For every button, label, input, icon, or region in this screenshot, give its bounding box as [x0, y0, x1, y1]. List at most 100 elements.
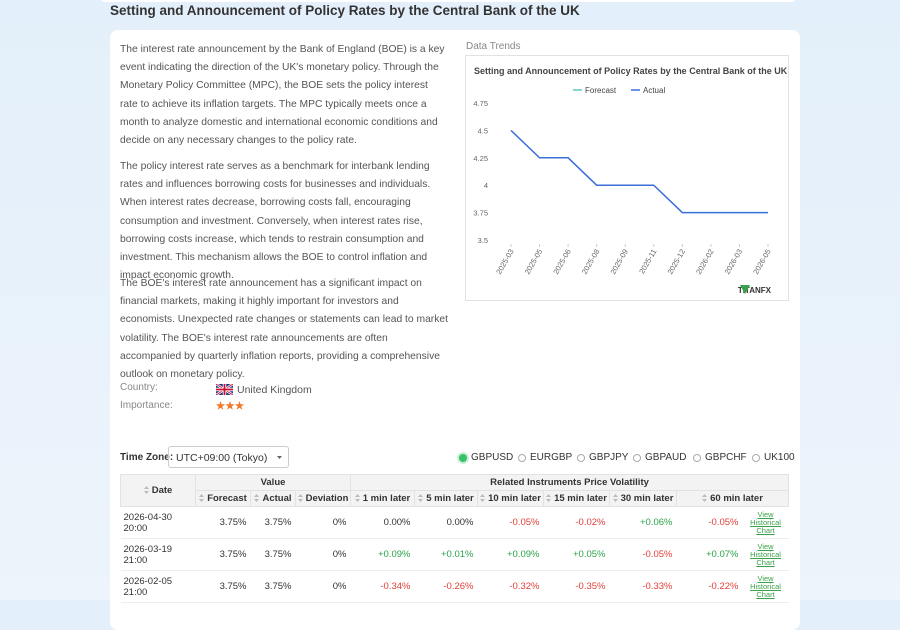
y-tick-label: 4.5	[478, 126, 488, 135]
country-label: Country:	[120, 382, 158, 393]
header-text: Forecast	[207, 493, 247, 504]
y-tick-label: 3.75	[473, 209, 488, 218]
header-text: 10 min later	[488, 493, 541, 504]
instrument-radio[interactable]: GBPCHF	[693, 452, 747, 463]
table-cell: -0.33%	[609, 570, 677, 603]
header-cell[interactable]: 1 min later	[350, 490, 415, 507]
radio-dot	[459, 453, 467, 462]
table-cell: -0.05%	[609, 538, 677, 571]
history-link[interactable]: View Historical Chart	[742, 506, 789, 539]
header-cell[interactable]: Date	[120, 474, 196, 507]
instrument-radio[interactable]: EURGBP	[518, 452, 572, 463]
sort-icon	[418, 494, 424, 503]
sort-icon	[702, 494, 708, 503]
chart-panel-label: Data Trends	[466, 41, 521, 52]
sort-icon	[297, 494, 303, 503]
x-tick-label: 2025-12	[666, 248, 688, 276]
header-text: 60 min later	[710, 493, 763, 504]
chart-title: Setting and Announcement of Policy Rates…	[474, 66, 788, 76]
table-cell: 3.75%	[195, 506, 251, 539]
paragraph: The interest rate announcement by the Ba…	[120, 44, 445, 147]
header-cell[interactable]: 30 min later	[609, 490, 677, 507]
table-cell: 3.75%	[195, 538, 251, 571]
table-row: 2026-04-30 20:00 3.75% 3.75% 0% 0.00% 0.00% -0…	[120, 506, 789, 539]
y-tick-label: 4	[484, 181, 488, 190]
table-cell: 3.75%	[250, 506, 296, 539]
header-cell[interactable]: 15 min later	[543, 490, 610, 507]
radio-label: UK100	[764, 452, 795, 463]
paragraph: The BOE's interest rate announcement has…	[120, 278, 448, 381]
sort-icon	[199, 494, 205, 503]
header-cell[interactable]: Forecast	[195, 490, 251, 507]
radio-label: GBPJPY	[589, 452, 629, 463]
table-cell: 3.75%	[250, 570, 296, 603]
table-cell: -0.34%	[350, 570, 415, 603]
header-cell[interactable]: Deviation	[295, 490, 351, 507]
x-tick-label: 2025-11	[637, 248, 658, 276]
y-tick-label: 3.5	[478, 236, 488, 245]
instrument-radio[interactable]: GBPUSD	[459, 452, 513, 463]
header-cell[interactable]: 5 min later	[414, 490, 478, 507]
table-cell: -0.05%	[676, 506, 743, 539]
table-cell: +0.05%	[543, 538, 610, 571]
table-cell: 3.75%	[195, 570, 251, 603]
table-cell: -0.22%	[676, 570, 743, 603]
page: Setting and Announcement of Policy Rates…	[0, 0, 900, 603]
table-cell: +0.09%	[350, 538, 415, 571]
radio-label: GBPAUD	[645, 452, 687, 463]
header-text: 30 min later	[620, 493, 674, 504]
table-cell: +0.01%	[414, 538, 478, 571]
sort-icon	[354, 494, 360, 503]
timezone-label: Time Zone:	[120, 452, 174, 463]
header-text: Deviation	[305, 493, 349, 504]
table-cell: +0.09%	[477, 538, 544, 571]
timezone-select[interactable]: UTC+09:00 (Tokyo)	[168, 446, 289, 468]
header-cell: Related Instruments Price Volatility	[349, 474, 790, 491]
x-tick-label: 2026-05	[751, 248, 773, 276]
header-cell[interactable]: Actual	[250, 490, 296, 507]
x-tick-label: 2025-05	[523, 248, 545, 276]
x-tick-label: 2025-03	[494, 248, 516, 276]
chart: Setting and Announcement of Policy Rates…	[473, 66, 788, 295]
sort-icon	[546, 494, 552, 503]
radio-label: EURGBP	[530, 452, 573, 463]
header-text: 5 min later	[426, 493, 474, 504]
top-card	[98, 0, 798, 2]
logo-icon	[740, 285, 750, 294]
instrument-radio[interactable]: UK100	[752, 452, 795, 463]
y-tick-label: 4.75	[473, 99, 488, 108]
header-cell[interactable]: 10 min later	[477, 490, 544, 507]
data-table: Date Value Related Instruments Price Vol…	[120, 474, 790, 603]
x-tick-label: 2025-06	[551, 248, 573, 276]
radio-dot	[752, 453, 760, 462]
history-link[interactable]: View Historical Chart	[742, 538, 789, 571]
table-cell: -0.02%	[543, 506, 610, 539]
table-cell: 2026-03-19 21:00	[120, 538, 196, 571]
header-cell[interactable]: 60 min later	[675, 490, 790, 507]
logo: TITANFX	[738, 286, 772, 295]
legend-label: Forecast	[585, 86, 617, 95]
radio-dot	[577, 453, 585, 462]
radio-label: GBPUSD	[471, 452, 514, 463]
radio-label: GBPCHF	[705, 452, 747, 463]
country: United Kingdom	[237, 384, 312, 396]
flag-icon	[216, 384, 233, 395]
table-row: 2026-02-05 21:00 3.75% 3.75% 0% -0.34% -0.26%…	[120, 570, 789, 603]
legend-label: Actual	[643, 86, 665, 95]
table-cell: 2026-02-05 21:00	[120, 570, 196, 603]
header-text: 1 min later	[362, 493, 411, 504]
table-cell: 0.00%	[350, 506, 415, 539]
header-cell: Value	[195, 474, 351, 491]
table-cell: +0.07%	[676, 538, 743, 571]
table-row: 2026-03-19 21:00 3.75% 3.75% 0% +0.09% +0.01%…	[120, 538, 789, 571]
table-cell: 0%	[295, 506, 351, 539]
radio-dot	[518, 453, 526, 462]
sort-icon	[254, 494, 260, 503]
history-link[interactable]: View Historical Chart	[742, 570, 789, 603]
x-tick-label: 2025-09	[608, 248, 630, 276]
table-cell: 0%	[295, 570, 351, 603]
series-line	[510, 129, 768, 214]
table-cell: -0.26%	[414, 570, 478, 603]
instrument-radio[interactable]: GBPJPY	[577, 452, 628, 463]
instrument-radio[interactable]: GBPAUD	[633, 452, 687, 463]
